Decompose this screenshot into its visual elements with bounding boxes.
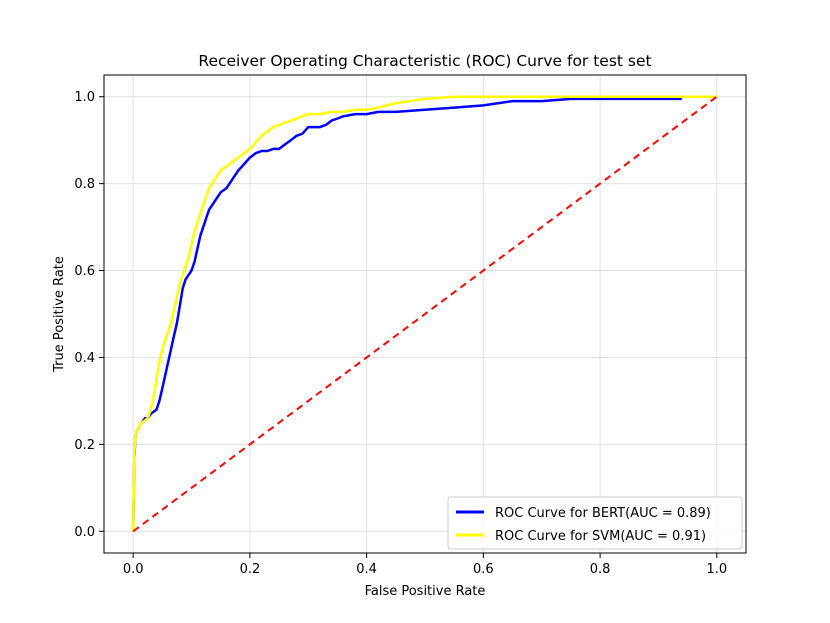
legend-label-svm: ROC Curve for SVM(AUC = 0.91) — [495, 529, 706, 544]
x-tick-label: 0.4 — [356, 562, 377, 577]
y-tick-label: 0.8 — [74, 177, 95, 192]
plot-frame — [103, 74, 747, 554]
series-line-bert — [131, 97, 682, 532]
legend: ROC Curve for BERT(AUC = 0.89) ROC Curve… — [447, 496, 743, 550]
y-axis-label: True Positive Rate — [52, 256, 67, 373]
y-tick-label: 1.0 — [74, 90, 95, 105]
legend-box — [447, 496, 743, 550]
x-tick-label: 1.0 — [706, 562, 727, 577]
x-tick-label: 0.2 — [240, 562, 261, 577]
x-tick-label: 0.8 — [590, 562, 611, 577]
chart-title: Receiver Operating Characteristic (ROC) … — [198, 52, 651, 70]
x-axis-label: False Positive Rate — [365, 584, 486, 599]
grid — [104, 75, 746, 553]
x-tick-label: 0.6 — [473, 562, 494, 577]
y-tick-label: 0.6 — [74, 264, 95, 279]
legend-label-bert: ROC Curve for BERT(AUC = 0.89) — [495, 506, 711, 521]
y-tick-label: 0.0 — [74, 525, 95, 540]
plot-series — [131, 95, 718, 533]
y-tick-label: 0.4 — [74, 351, 95, 366]
axis-ticks: 0.0 0.2 0.4 0.6 0.8 1.0 0.0 0.2 0.4 0.6 0.8 1.0 — [74, 90, 727, 577]
y-tick-label: 0.2 — [74, 438, 95, 453]
x-tick-label: 0.0 — [123, 562, 144, 577]
chance-diagonal-line — [132, 95, 718, 533]
series-line-svm — [131, 95, 717, 532]
